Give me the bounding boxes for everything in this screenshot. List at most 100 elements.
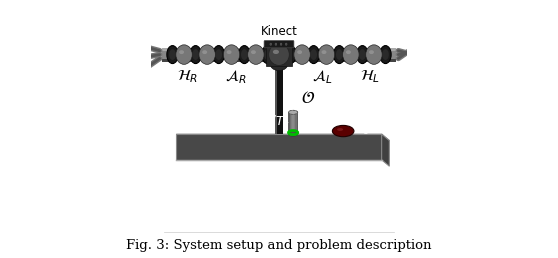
Ellipse shape: [169, 49, 176, 60]
Ellipse shape: [333, 125, 354, 137]
Ellipse shape: [176, 45, 193, 64]
Polygon shape: [176, 134, 382, 160]
Ellipse shape: [239, 46, 250, 63]
Bar: [162, 47, 174, 62]
Ellipse shape: [357, 46, 368, 63]
Ellipse shape: [262, 46, 273, 63]
Bar: [256, 47, 269, 51]
Ellipse shape: [365, 45, 382, 64]
Ellipse shape: [251, 50, 256, 54]
Bar: [266, 43, 292, 66]
Ellipse shape: [288, 132, 298, 136]
Polygon shape: [176, 134, 389, 141]
Ellipse shape: [269, 44, 289, 65]
Text: $\mathcal{A}_R$: $\mathcal{A}_R$: [225, 68, 246, 86]
Text: $\mathcal{H}_R$: $\mathcal{H}_R$: [177, 68, 199, 85]
Ellipse shape: [310, 49, 317, 60]
Ellipse shape: [275, 43, 277, 45]
Bar: [232, 47, 246, 62]
Ellipse shape: [380, 46, 391, 63]
Bar: [289, 47, 302, 51]
Ellipse shape: [202, 50, 207, 54]
Bar: [338, 47, 351, 51]
Bar: [162, 47, 174, 51]
Ellipse shape: [359, 49, 366, 60]
Ellipse shape: [288, 110, 298, 114]
Ellipse shape: [337, 128, 343, 131]
Ellipse shape: [241, 49, 248, 60]
Ellipse shape: [369, 50, 374, 54]
Bar: [384, 47, 396, 51]
Ellipse shape: [273, 50, 279, 54]
Bar: [256, 59, 269, 62]
Bar: [290, 112, 291, 134]
Ellipse shape: [264, 49, 271, 60]
Text: $\mathcal{A}_L$: $\mathcal{A}_L$: [312, 68, 333, 86]
Ellipse shape: [297, 50, 302, 54]
Text: $\mathcal{O}$: $\mathcal{O}$: [301, 90, 316, 107]
Ellipse shape: [280, 43, 282, 45]
Ellipse shape: [270, 57, 288, 71]
Bar: [361, 47, 374, 51]
Bar: [312, 47, 326, 62]
Bar: [288, 112, 290, 134]
Ellipse shape: [285, 46, 296, 63]
Ellipse shape: [343, 45, 359, 64]
Bar: [256, 47, 269, 62]
Ellipse shape: [199, 45, 215, 64]
Text: Fig. 3: System setup and problem description: Fig. 3: System setup and problem descrip…: [126, 239, 432, 252]
Ellipse shape: [167, 46, 178, 63]
Bar: [338, 47, 351, 62]
Bar: [289, 47, 302, 62]
Ellipse shape: [346, 50, 351, 54]
Ellipse shape: [294, 45, 310, 64]
Bar: [297, 112, 298, 134]
Text: Kinect: Kinect: [261, 25, 297, 38]
Polygon shape: [382, 134, 389, 166]
Ellipse shape: [227, 50, 232, 54]
Ellipse shape: [223, 45, 240, 64]
Ellipse shape: [285, 43, 287, 45]
Ellipse shape: [382, 49, 389, 60]
Bar: [207, 47, 220, 62]
Bar: [184, 47, 197, 62]
Bar: [292, 112, 293, 134]
Bar: [276, 55, 277, 134]
Bar: [361, 47, 374, 62]
Ellipse shape: [213, 46, 224, 63]
Bar: [162, 59, 174, 62]
Bar: [184, 47, 197, 51]
Bar: [232, 47, 246, 51]
Text: $\mathcal{H}_L$: $\mathcal{H}_L$: [360, 68, 380, 85]
FancyBboxPatch shape: [264, 41, 294, 48]
Bar: [232, 59, 246, 62]
Bar: [293, 112, 294, 134]
Ellipse shape: [190, 46, 201, 63]
Ellipse shape: [308, 46, 319, 63]
Ellipse shape: [270, 43, 272, 45]
Bar: [312, 59, 326, 62]
Bar: [338, 59, 351, 62]
Bar: [384, 59, 396, 62]
Bar: [294, 112, 295, 134]
Bar: [291, 112, 292, 134]
Bar: [312, 47, 326, 51]
Bar: [361, 59, 374, 62]
Ellipse shape: [287, 49, 294, 60]
Text: ${}^wT_g$: ${}^wT_g$: [348, 119, 371, 138]
Bar: [295, 112, 297, 134]
Ellipse shape: [321, 50, 326, 54]
Bar: [276, 55, 282, 134]
Ellipse shape: [336, 49, 343, 60]
Bar: [207, 59, 220, 62]
Ellipse shape: [318, 45, 335, 64]
Ellipse shape: [334, 46, 345, 63]
Bar: [184, 59, 197, 62]
Bar: [207, 47, 220, 51]
Ellipse shape: [179, 50, 184, 54]
Text: ${}^wT_s$: ${}^wT_s$: [268, 115, 290, 131]
Ellipse shape: [192, 49, 199, 60]
Bar: [384, 47, 396, 62]
Ellipse shape: [215, 49, 222, 60]
Ellipse shape: [248, 45, 264, 64]
